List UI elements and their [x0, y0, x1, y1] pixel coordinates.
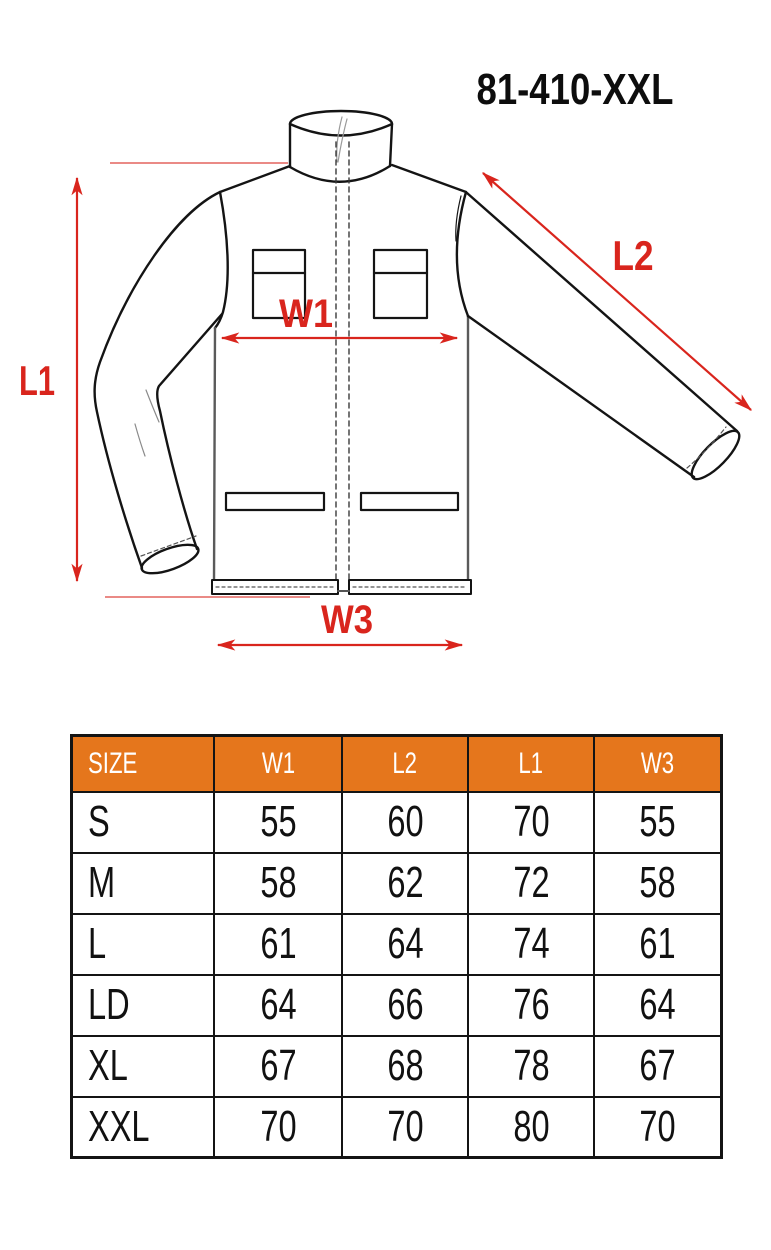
- value-cell: 72: [467, 851, 595, 915]
- value-cell: 61: [213, 912, 343, 976]
- chest-pockets: [251, 248, 429, 320]
- value-cell: 70: [213, 1095, 343, 1159]
- value-cell: 61: [593, 912, 723, 976]
- size-table: SIZE W1 L2 L1 W3 S 55 60 70 55 M 58 62 7…: [70, 734, 723, 1159]
- right-lower-pocket: [359, 491, 460, 512]
- torso-left-edge: [212, 326, 217, 583]
- value-cell: 62: [341, 851, 469, 915]
- size-cell: M: [70, 851, 215, 915]
- value-cell: 64: [213, 973, 343, 1037]
- jacket-measurement-diagram: 81-410-XXL: [19, 65, 752, 651]
- value-cell: 64: [341, 912, 469, 976]
- hem-band: [211, 579, 472, 595]
- value-cell: 68: [341, 1034, 469, 1098]
- size-table-header-row: SIZE W1 L2 L1 W3: [70, 734, 723, 793]
- value-cell: 76: [467, 973, 595, 1037]
- column-header-l1: L1: [467, 734, 595, 793]
- size-cell: XXL: [70, 1095, 215, 1159]
- value-cell: 70: [593, 1095, 723, 1159]
- right-cuff: [690, 429, 741, 481]
- value-cell: 60: [341, 790, 469, 854]
- value-cell: 66: [341, 973, 469, 1037]
- table-row-s: S 55 60 70 55: [70, 790, 723, 854]
- jacket-outline: [93, 109, 741, 595]
- size-cell: XL: [70, 1034, 215, 1098]
- value-cell: 67: [213, 1034, 343, 1098]
- table-row-l: L 61 64 74 61: [70, 912, 723, 976]
- size-cell: S: [70, 790, 215, 854]
- right-chest-pocket: [372, 248, 429, 320]
- table-row-ld: LD 64 66 76 64: [70, 973, 723, 1037]
- right-cuff-stitch: [686, 426, 727, 469]
- column-header-size: SIZE: [70, 734, 215, 793]
- measurement-annotations: [71, 162, 752, 651]
- right-shoulder-seam: [390, 163, 468, 194]
- value-cell: 78: [467, 1034, 595, 1098]
- value-cell: 58: [593, 851, 723, 915]
- jacket-collar: [288, 109, 394, 183]
- measurement-labels: L1 W1 L2 W3: [19, 232, 654, 642]
- left-shoulder-seam: [218, 164, 292, 194]
- right-armhole: [455, 190, 470, 318]
- product-code-title: 81-410-XXL: [477, 65, 674, 114]
- column-header-w3: W3: [593, 734, 723, 793]
- table-row-xl: XL 67 68 78 67: [70, 1034, 723, 1098]
- left-sleeve: [93, 190, 224, 575]
- value-cell: 70: [341, 1095, 469, 1159]
- l2-label: L2: [613, 232, 654, 279]
- value-cell: 58: [213, 851, 343, 915]
- w3-label: W3: [321, 598, 373, 642]
- w1-label: W1: [279, 292, 333, 336]
- value-cell: 55: [213, 790, 343, 854]
- left-chest-pocket: [251, 248, 307, 320]
- lower-pockets: [224, 491, 460, 512]
- value-cell: 55: [593, 790, 723, 854]
- left-armhole: [213, 190, 229, 330]
- left-cuff: [140, 543, 200, 575]
- column-header-w1: W1: [213, 734, 343, 793]
- size-cell: L: [70, 912, 215, 976]
- right-armhole-seam-detail: [455, 195, 462, 242]
- l2-measure-arrow: [482, 172, 752, 411]
- value-cell: 74: [467, 912, 595, 976]
- right-sleeve: [465, 191, 741, 481]
- left-cuff-stitch: [140, 535, 197, 557]
- size-cell: LD: [70, 973, 215, 1037]
- value-cell: 67: [593, 1034, 723, 1098]
- l1-label: L1: [19, 357, 55, 404]
- table-row-xxl: XXL 70 70 80 70: [70, 1095, 723, 1159]
- column-header-l2: L2: [341, 734, 469, 793]
- value-cell: 70: [467, 790, 595, 854]
- front-zipper: [335, 141, 350, 581]
- value-cell: 64: [593, 973, 723, 1037]
- left-lower-pocket: [224, 491, 326, 512]
- table-row-m: M 58 62 72 58: [70, 851, 723, 915]
- value-cell: 80: [467, 1095, 595, 1159]
